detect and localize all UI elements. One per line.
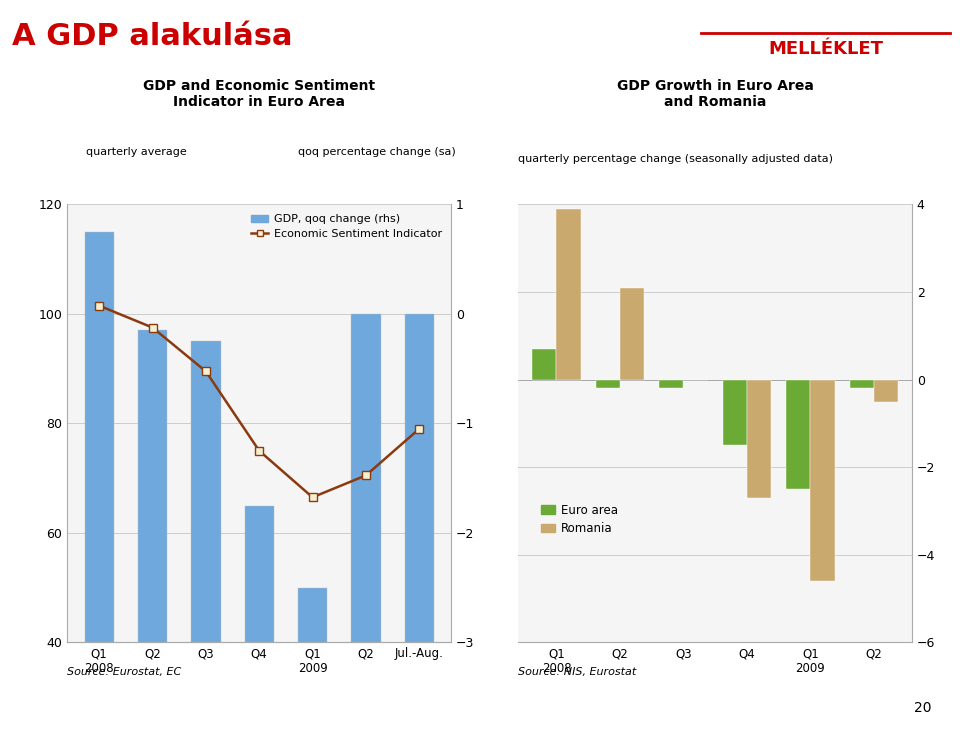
Bar: [810, 380, 834, 581]
Bar: [557, 209, 581, 380]
Text: GDP and Economic Sentiment
Indicator in Euro Area: GDP and Economic Sentiment Indicator in …: [143, 80, 375, 109]
Text: quarterly percentage change (seasonally adjusted data): quarterly percentage change (seasonally …: [518, 154, 833, 164]
Bar: [850, 380, 874, 388]
Bar: [191, 341, 221, 730]
Bar: [747, 380, 771, 498]
Text: qoq percentage change (sa): qoq percentage change (sa): [298, 147, 455, 157]
Bar: [298, 588, 327, 730]
Bar: [723, 380, 747, 445]
Text: MELLÉKLET: MELLÉKLET: [768, 40, 883, 58]
Bar: [138, 330, 167, 730]
Legend: Euro area, Romania: Euro area, Romania: [536, 499, 623, 540]
Text: A GDP alakulása: A GDP alakulása: [12, 22, 292, 51]
Text: GDP Growth in Euro Area
and Romania: GDP Growth in Euro Area and Romania: [616, 80, 814, 109]
Bar: [874, 380, 898, 402]
Bar: [596, 380, 620, 388]
Bar: [84, 231, 114, 730]
Text: Source: NIS, Eurostat: Source: NIS, Eurostat: [518, 667, 636, 677]
Text: quarterly average: quarterly average: [86, 147, 187, 157]
Bar: [620, 288, 644, 380]
Text: Source: Eurostat, EC: Source: Eurostat, EC: [67, 667, 181, 677]
Text: 20: 20: [914, 702, 931, 715]
Bar: [660, 380, 684, 388]
Bar: [533, 349, 557, 380]
Bar: [786, 380, 810, 489]
Bar: [351, 314, 380, 730]
Legend: GDP, qoq change (rhs), Economic Sentiment Indicator: GDP, qoq change (rhs), Economic Sentimen…: [252, 215, 442, 239]
Bar: [404, 314, 434, 730]
Bar: [245, 505, 274, 730]
